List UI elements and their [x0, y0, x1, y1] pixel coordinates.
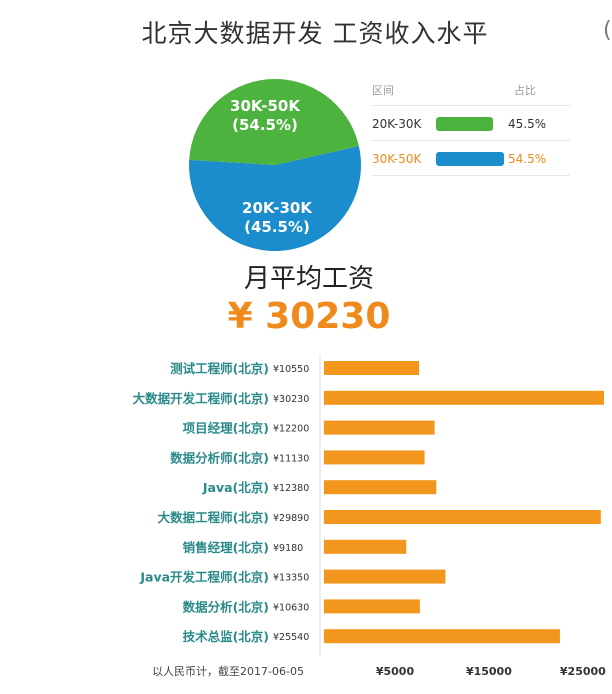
col-ratio-header: 占比 [514, 84, 536, 97]
category-label: 测试工程师(北京) [170, 361, 269, 376]
pie-pct-20k-30k: (45.5%) [244, 218, 310, 236]
x-axis-ticks: ¥5000 ¥15000 ¥25000 [376, 665, 606, 678]
value-label: ¥9180 [273, 543, 303, 554]
legend-row-20k-30k: 20K-30K 45.5% [372, 106, 570, 141]
value-label: ¥12380 [273, 483, 309, 494]
bar [324, 450, 425, 465]
value-label: ¥10630 [273, 602, 309, 613]
bar [324, 569, 446, 584]
category-label: 销售经理(北京) [183, 540, 269, 555]
category-label: 大数据开发工程师(北京) [133, 391, 269, 406]
value-label: ¥25540 [273, 632, 309, 643]
category-label: Java(北京) [202, 480, 269, 495]
value-label: ¥30230 [273, 394, 309, 405]
category-label: 数据分析(北京) [182, 599, 269, 614]
bar [324, 539, 407, 554]
pie-label-20k-30k: 20K-30K [242, 199, 313, 217]
legend-table-header: 区间 占比 [372, 80, 570, 106]
bar-rows: 测试工程师(北京) ¥10550 大数据开发工程师(北京) ¥30230 项目经理(北京… [133, 361, 604, 644]
value-label: ¥12200 [273, 424, 309, 435]
bar [324, 510, 601, 524]
legend-range: 20K-30K [372, 117, 422, 131]
legend-bar [436, 117, 493, 131]
legend-bar [436, 152, 504, 166]
category-label: 项目经理(北京) [183, 421, 269, 436]
category-label: 技术总监(北京) [183, 629, 269, 644]
edge-glyph: ( [603, 18, 612, 43]
category-label: Java开发工程师(北京) [139, 570, 269, 585]
bar [324, 480, 437, 495]
legend-ratio: 45.5% [508, 117, 547, 131]
chart-note: 以人民币计，截至2017-06-05 [152, 664, 304, 678]
legend-table: 区间 占比 20K-30K 45.5% 30K-50K 54.5% [372, 80, 570, 176]
col-range-header: 区间 [372, 84, 394, 97]
pie-slices [189, 79, 361, 252]
legend-ratio: 54.5% [508, 152, 547, 166]
avg-salary-title: 月平均工资 [243, 264, 374, 294]
category-label: 数据分析师(北京) [169, 450, 269, 465]
category-label: 大数据工程师(北京) [158, 510, 269, 525]
bar [324, 599, 420, 614]
x-tick-label: ¥15000 [466, 665, 512, 678]
page-title: 北京大数据开发 工资收入水平 [141, 19, 489, 48]
legend-range: 30K-50K [372, 152, 422, 166]
bar-chart: 测试工程师(北京) ¥10550 大数据开发工程师(北京) ¥30230 项目经理(北京… [133, 354, 606, 678]
bar [324, 420, 435, 435]
pie-chart: 30K-50K (54.5%) 20K-30K (45.5%) [189, 79, 361, 252]
pie-slice-20k-30k [189, 79, 359, 165]
value-label: ¥11130 [273, 453, 309, 464]
avg-salary-value: ¥ 30230 [227, 296, 391, 337]
bar [324, 629, 560, 644]
bar [324, 361, 420, 375]
value-label: ¥29890 [273, 513, 309, 524]
value-label: ¥10550 [273, 364, 309, 375]
pie-slice-30k-50k [189, 146, 361, 252]
x-tick-label: ¥25000 [560, 665, 606, 678]
bar [324, 390, 604, 405]
x-tick-label: ¥5000 [376, 665, 415, 678]
pie-pct-30k-50k: (54.5%) [232, 116, 298, 134]
legend-row-30k-50k: 30K-50K 54.5% [372, 141, 570, 176]
pie-label-30k-50k: 30K-50K [230, 97, 301, 115]
value-label: ¥13350 [273, 573, 309, 584]
